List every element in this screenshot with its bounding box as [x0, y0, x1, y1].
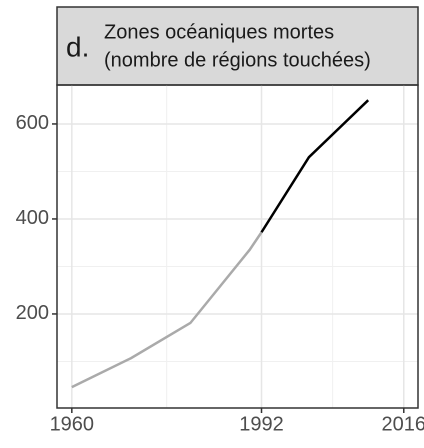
y-tick-label: 400 — [16, 207, 49, 229]
x-tick-label: 1992 — [239, 413, 284, 435]
y-tick-label: 600 — [16, 112, 49, 134]
strip — [56, 6, 419, 86]
chart-title: (nombre de régions touchées) — [104, 49, 371, 71]
x-tick-label: 2016 — [382, 413, 424, 435]
line — [260, 99, 370, 233]
panel-label: d. — [66, 31, 89, 62]
y-tick-label: 200 — [16, 302, 49, 324]
chart-title: Zones océaniques mortes — [104, 21, 334, 43]
line — [71, 231, 263, 389]
panel-border — [56, 84, 419, 409]
x-tick-label: 1960 — [50, 413, 95, 435]
